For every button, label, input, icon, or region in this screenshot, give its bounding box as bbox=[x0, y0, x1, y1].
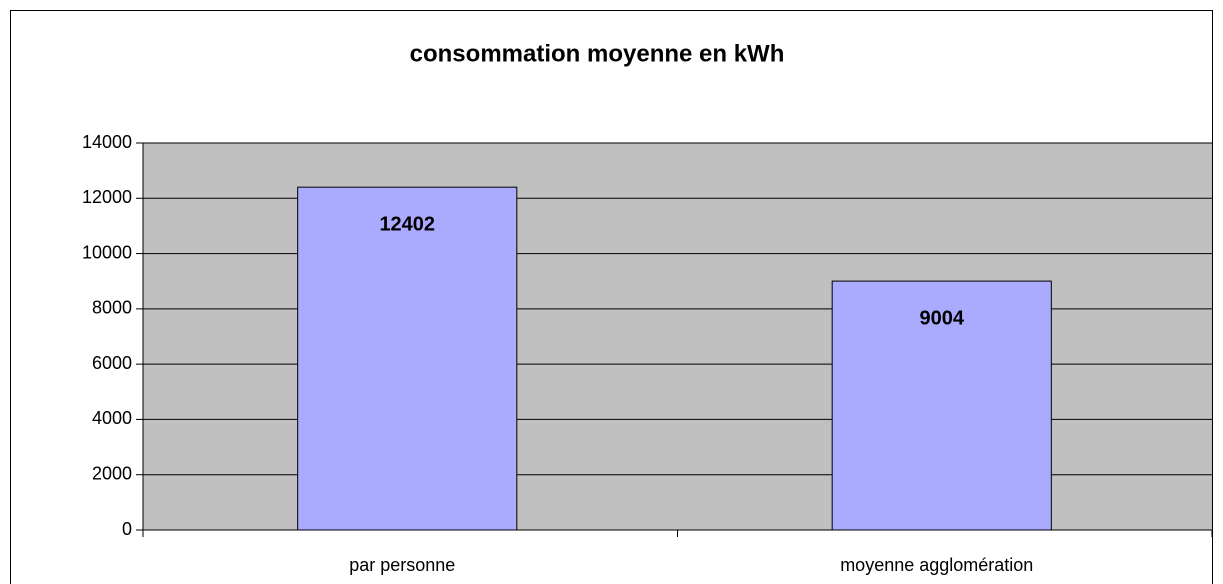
y-tick-label: 2000 bbox=[92, 463, 132, 483]
x-tick-label: moyenne agglomération bbox=[840, 555, 1033, 575]
x-tick-label: par personne bbox=[349, 555, 455, 575]
y-tick-label: 12000 bbox=[82, 187, 132, 207]
y-tick-label: 14000 bbox=[82, 132, 132, 152]
bar bbox=[831, 280, 1052, 531]
data-label: 12402 bbox=[379, 213, 435, 235]
chart-title: consommation moyenne en kWh bbox=[410, 40, 785, 67]
y-tick-label: 10000 bbox=[82, 242, 132, 262]
y-tick-label: 4000 bbox=[92, 408, 132, 428]
y-tick-label: 0 bbox=[122, 519, 132, 539]
y-tick-label: 6000 bbox=[92, 353, 132, 373]
y-tick-label: 8000 bbox=[92, 298, 132, 318]
data-label: 9004 bbox=[920, 307, 965, 329]
bar bbox=[297, 186, 518, 531]
